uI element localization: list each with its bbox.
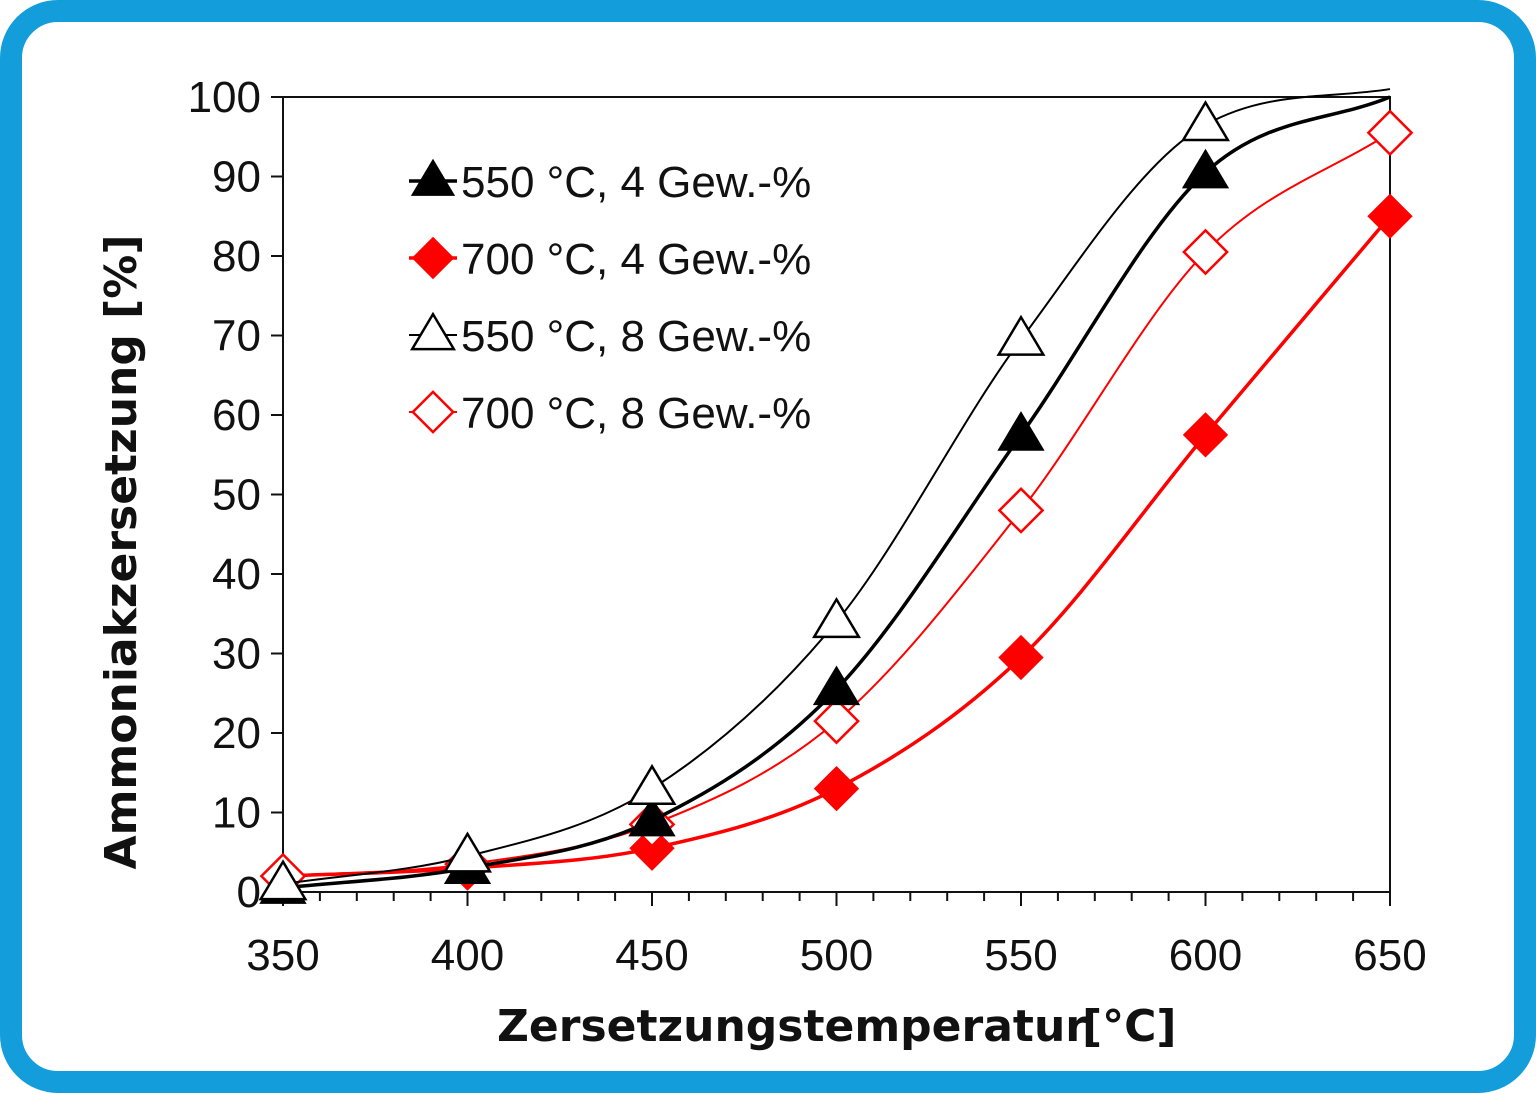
data-point <box>813 765 860 812</box>
x-axis-unit: [°C] <box>1082 1001 1177 1052</box>
legend-label: 550 °C, 4 Gew.-% <box>461 158 811 207</box>
y-tick-label: 90 <box>212 153 261 202</box>
y-tick-label: 40 <box>212 550 261 599</box>
y-tick-label: 60 <box>212 391 261 440</box>
series-2 <box>260 193 1413 899</box>
legend-label: 700 °C, 8 Gew.-% <box>461 389 811 438</box>
x-tick-label: 550 <box>984 931 1057 980</box>
legend-marker <box>411 236 455 280</box>
data-point <box>998 634 1044 681</box>
data-point <box>996 314 1046 356</box>
data-point <box>1366 109 1414 157</box>
y-tick-label: 100 <box>188 73 261 122</box>
x-tick-label: 350 <box>246 931 319 980</box>
series-line <box>282 131 1391 878</box>
x-axis-ticks: 350 400 450 500 550 600 650 <box>246 892 1427 980</box>
y-tick-label: 70 <box>212 312 261 361</box>
data-point <box>258 859 308 901</box>
y-tick-label: 50 <box>212 471 261 520</box>
data-point <box>997 411 1045 451</box>
data-point <box>627 763 677 806</box>
y-tick-label: 30 <box>212 630 261 679</box>
legend: 550 °C, 4 Gew.-% 700 °C, 4 Gew.-% 550 °C, … <box>409 158 811 438</box>
series-line <box>282 88 1391 886</box>
x-tick-label: 650 <box>1353 931 1426 980</box>
y-axis-title: Ammoniakzersetzung [%] <box>96 235 147 870</box>
data-point <box>1180 100 1231 142</box>
y-tick-label: 20 <box>212 709 261 758</box>
data-point <box>442 831 493 873</box>
data-point <box>997 487 1045 534</box>
legend-item: 700 °C, 8 Gew.-% <box>409 389 811 438</box>
x-axis-title: Zersetzungstemperatur <box>497 1001 1087 1052</box>
data-point <box>1367 193 1413 239</box>
data-point <box>811 596 862 639</box>
data-point <box>629 825 675 871</box>
x-tick-label: 400 <box>431 931 504 980</box>
data-point <box>813 697 860 745</box>
x-tick-label: 600 <box>1169 931 1242 980</box>
data-series <box>258 88 1414 904</box>
legend-item: 700 °C, 4 Gew.-% <box>409 235 811 284</box>
x-tick-label: 500 <box>800 931 873 980</box>
legend-item: 550 °C, 4 Gew.-% <box>409 158 811 207</box>
y-tick-label: 10 <box>212 789 261 838</box>
y-axis-ticks: 0 10 20 30 40 50 60 70 80 90 100 <box>188 73 283 917</box>
data-point <box>1182 228 1229 276</box>
y-tick-label: 0 <box>237 868 261 917</box>
legend-label: 700 °C, 4 Gew.-% <box>461 235 811 284</box>
data-point <box>1181 148 1230 189</box>
data-point <box>812 665 861 706</box>
data-point <box>628 796 676 837</box>
data-point <box>1182 412 1229 458</box>
series-3 <box>258 88 1391 901</box>
legend-item: 550 °C, 8 Gew.-% <box>409 311 811 361</box>
legend-marker <box>410 158 456 196</box>
legend-marker <box>411 390 455 434</box>
x-tick-label: 450 <box>615 931 688 980</box>
legend-marker <box>409 311 457 351</box>
y-tick-label: 80 <box>212 232 261 281</box>
legend-label: 550 °C, 8 Gew.-% <box>461 312 811 361</box>
